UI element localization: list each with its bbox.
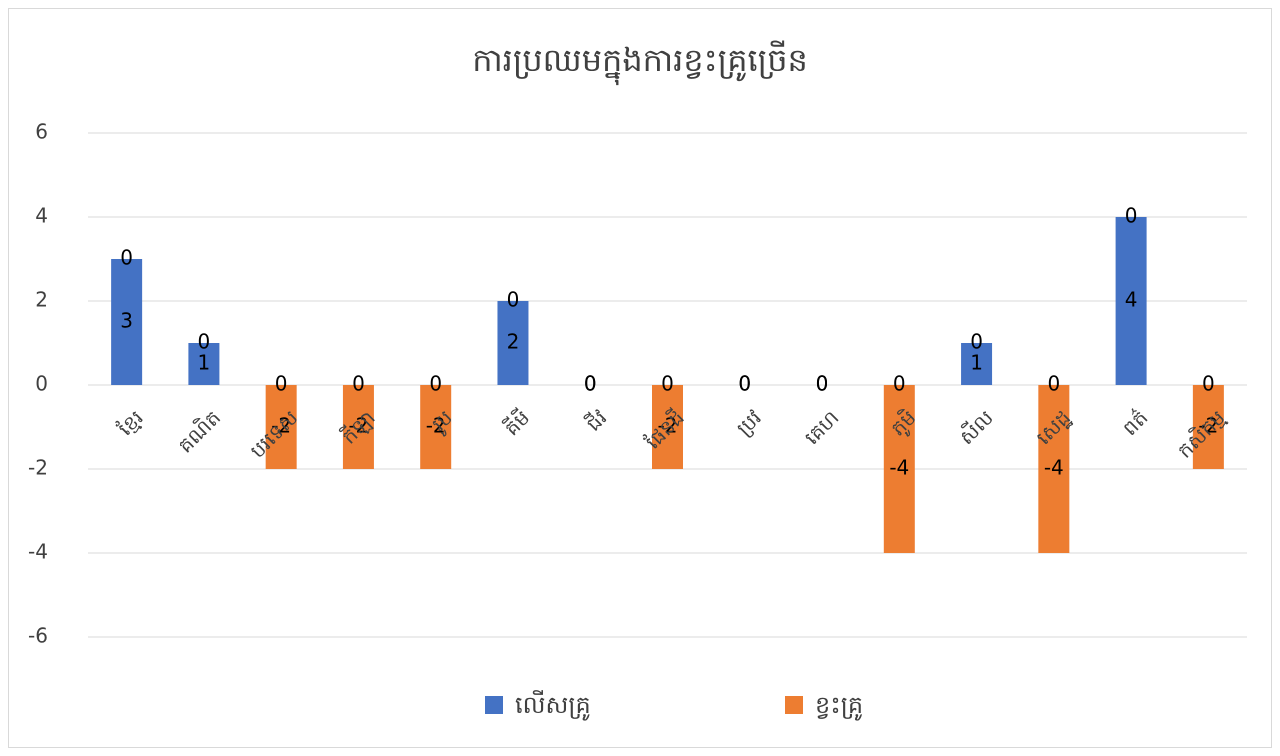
data-label: 0 — [1202, 372, 1215, 396]
data-label: 0 — [120, 246, 133, 270]
bar — [1192, 385, 1224, 469]
data-label: 0 — [1047, 372, 1060, 396]
data-label: 0 — [970, 330, 983, 354]
y-tick-label: 4 — [35, 204, 48, 228]
data-label: 1 — [970, 351, 983, 375]
data-label: -4 — [1044, 456, 1064, 480]
y-tick-label: 0 — [35, 372, 48, 396]
data-label: 0 — [738, 372, 751, 396]
bar — [265, 385, 297, 469]
bar — [188, 343, 220, 385]
legend-swatch — [785, 696, 803, 714]
chart-title: ការប្រឈមក្នុងការខ្វះគ្រូច្រើន — [472, 40, 808, 86]
data-label: 0 — [507, 288, 520, 312]
data-label: -2 — [348, 414, 368, 438]
data-label: -2 — [271, 414, 291, 438]
data-label: 0 — [198, 330, 211, 354]
data-label: 0 — [738, 372, 751, 396]
legend-label: ខ្វះគ្រូ — [815, 691, 863, 721]
data-label: -2 — [426, 414, 446, 438]
data-label: -2 — [658, 414, 678, 438]
data-label: 1 — [198, 351, 211, 375]
legend-swatch — [485, 696, 503, 714]
y-tick-label: -4 — [28, 540, 48, 564]
bar — [420, 385, 452, 469]
data-label: 3 — [120, 309, 133, 333]
y-tick-label: 6 — [35, 120, 48, 144]
bar — [961, 343, 993, 385]
data-label: 4 — [1125, 288, 1138, 312]
data-label: 0 — [661, 372, 674, 396]
y-tick-label: -6 — [28, 624, 48, 648]
data-label: 0 — [584, 372, 597, 396]
data-label: 0 — [816, 372, 829, 396]
data-label: 0 — [584, 372, 597, 396]
data-label: -4 — [889, 456, 909, 480]
bar — [1038, 385, 1070, 553]
bar — [1115, 217, 1147, 385]
data-label: 0 — [816, 372, 829, 396]
data-label: 0 — [352, 372, 365, 396]
y-tick-label: -2 — [28, 456, 48, 480]
data-label: 2 — [507, 330, 520, 354]
bar — [111, 259, 143, 385]
legend-label: លើសគ្រូ — [515, 690, 591, 721]
bar — [342, 385, 374, 469]
bar — [652, 385, 683, 469]
data-label: 0 — [893, 372, 906, 396]
data-label: 0 — [275, 372, 288, 396]
bar — [497, 301, 529, 385]
data-label: 0 — [429, 372, 442, 396]
y-tick-label: 2 — [35, 288, 48, 312]
data-label: 0 — [1125, 204, 1138, 228]
data-label: -2 — [1198, 414, 1218, 438]
bar — [883, 385, 915, 553]
